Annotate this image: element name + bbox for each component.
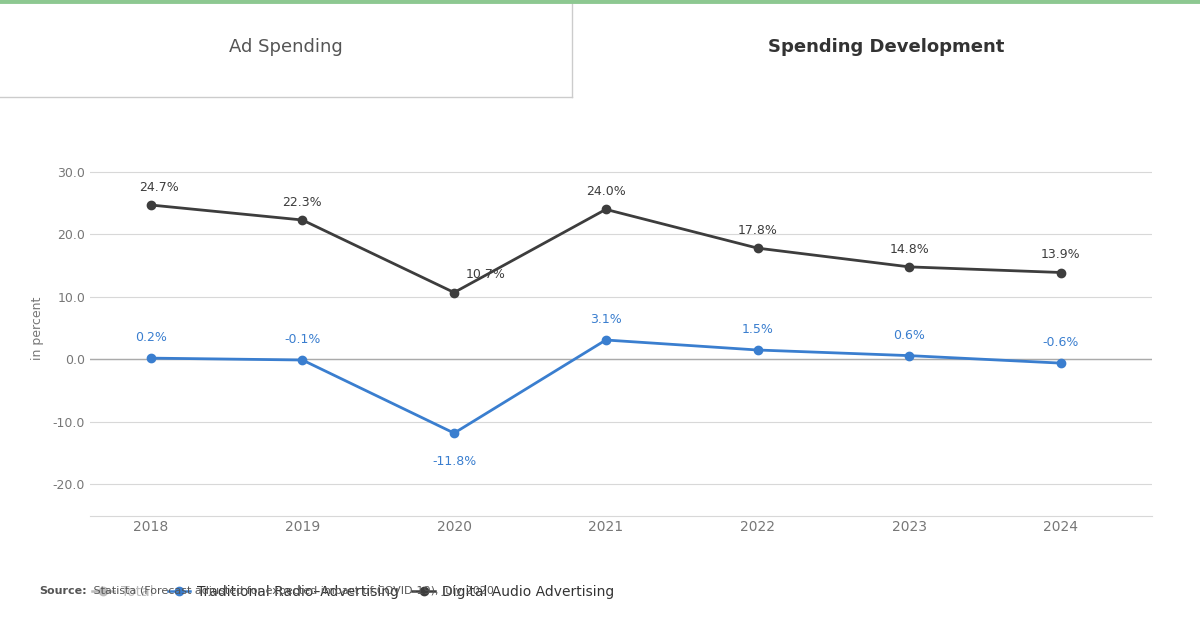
Text: 22.3%: 22.3% [282, 196, 323, 209]
Text: Statista (Forecast adjusted for expected impact of COVID-19), July 2020: Statista (Forecast adjusted for expected… [90, 586, 494, 596]
Text: Spending Development: Spending Development [768, 38, 1004, 56]
Text: 0.6%: 0.6% [893, 329, 925, 342]
Text: 10.7%: 10.7% [466, 268, 505, 281]
Text: -0.6%: -0.6% [1043, 336, 1079, 349]
Y-axis label: in percent: in percent [31, 296, 44, 360]
Text: Info: Info [1102, 583, 1140, 601]
Text: 3.1%: 3.1% [590, 313, 622, 326]
Text: 13.9%: 13.9% [1042, 248, 1081, 261]
Text: 1.5%: 1.5% [742, 323, 774, 336]
Text: 17.8%: 17.8% [738, 224, 778, 237]
Text: -0.1%: -0.1% [284, 333, 320, 346]
Legend: Total, Traditional Radio–Advertising, Digital Audio Advertising: Total, Traditional Radio–Advertising, Di… [86, 579, 619, 604]
Text: -11.8%: -11.8% [432, 456, 476, 468]
Text: Source:: Source: [40, 586, 88, 596]
Text: 24.7%: 24.7% [139, 181, 179, 194]
Text: 0.2%: 0.2% [134, 331, 167, 344]
Text: 24.0%: 24.0% [586, 185, 625, 198]
Text: 14.8%: 14.8% [889, 242, 929, 256]
Text: Ad Spending: Ad Spending [229, 38, 343, 56]
